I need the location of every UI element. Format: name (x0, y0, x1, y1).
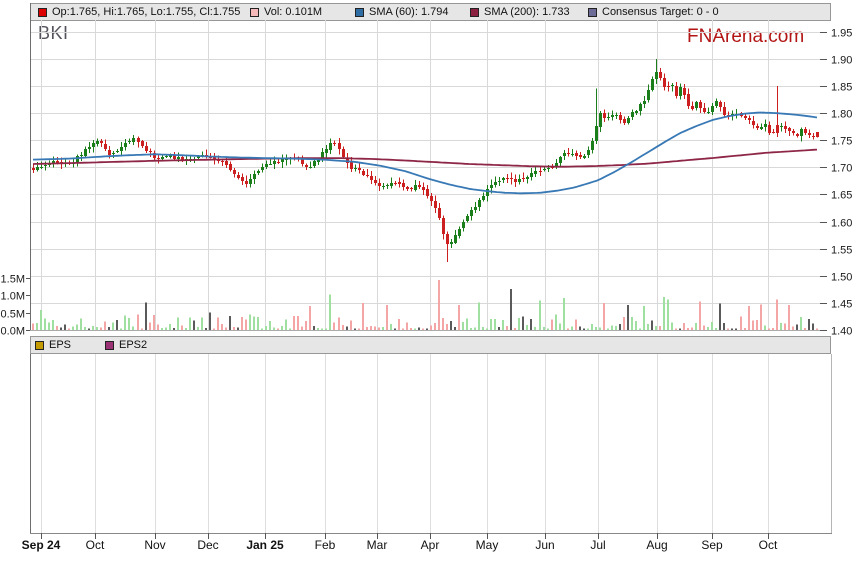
panel-borders (30, 3, 832, 534)
legend-item-consensus-target-swatch-icon (588, 7, 597, 17)
svg-text:Oct: Oct (86, 538, 105, 552)
legend-item-sma60-label: SMA (60): 1.794 (369, 6, 449, 18)
legend-item-eps-swatch-icon (35, 340, 44, 350)
svg-text:1.85: 1.85 (831, 82, 852, 94)
svg-text:May: May (476, 538, 499, 552)
svg-text:1.50: 1.50 (831, 272, 852, 284)
svg-text:Jun: Jun (535, 538, 554, 552)
svg-text:1.0M: 1.0M (1, 291, 25, 303)
svg-text:Oct: Oct (759, 538, 778, 552)
volume-bars (32, 279, 818, 330)
legend-item-eps-label: EPS (49, 339, 72, 351)
svg-text:0.5M: 0.5M (1, 309, 25, 321)
svg-text:1.75: 1.75 (831, 136, 852, 148)
legend-item-sma60-swatch-icon (355, 7, 364, 17)
svg-text:1.65: 1.65 (831, 190, 852, 202)
svg-text:1.5M: 1.5M (1, 274, 25, 286)
legend-item-consensus-target-label: Consensus Target: 0 - 0 (602, 6, 719, 18)
price-legend-bar: Op:1.765, Hi:1.765, Lo:1.755, Cl:1.755 Vo… (30, 3, 831, 21)
svg-text:Sep: Sep (701, 538, 723, 552)
legend-item-ohlc-label: Op:1.765, Hi:1.765, Lo:1.755, Cl:1.755 (52, 6, 241, 18)
sma200-line (32, 148, 818, 168)
svg-text:1.40: 1.40 (831, 326, 852, 338)
legend-item-ohlc-swatch-icon (38, 7, 47, 17)
svg-text:Aug: Aug (646, 538, 667, 552)
svg-text:1.80: 1.80 (831, 109, 852, 121)
price-axis: 1.95 1.90 1.85 1.80 1.75 1.70 1.65 1.60 1.55 1.50… (820, 28, 852, 338)
svg-text:0.0M: 0.0M (1, 326, 25, 338)
eps-legend-bar: EPS EPS2 (30, 336, 831, 354)
legend-item-eps2-label: EPS2 (119, 339, 148, 351)
svg-text:1.95: 1.95 (831, 28, 852, 40)
date-axis: Sep 24 Oct Nov Dec Jan 25 Feb Mar Apr May Jun Jul A… (22, 533, 778, 552)
legend-item-sma200-label: SMA (200): 1.733 (484, 6, 570, 18)
svg-text:Mar: Mar (367, 538, 388, 552)
svg-text:Feb: Feb (315, 538, 336, 552)
sma60-line (32, 111, 818, 195)
svg-text:Jan 25: Jan 25 (246, 538, 284, 552)
legend-item-eps2-swatch-icon (105, 340, 114, 350)
legend-item-sma200: SMA (200): 1.733 (470, 4, 570, 20)
volume-axis: 1.5M 1.0M 0.5M 0.0M (1, 274, 30, 338)
svg-text:Jul: Jul (590, 538, 605, 552)
svg-text:1.45: 1.45 (831, 299, 852, 311)
legend-item-volume-swatch-icon (250, 7, 259, 17)
legend-item-ohlc: Op:1.765, Hi:1.765, Lo:1.755, Cl:1.755 (38, 4, 240, 20)
svg-text:Dec: Dec (197, 538, 218, 552)
legend-item-volume-label: Vol: 0.101M (264, 6, 323, 18)
svg-text:1.90: 1.90 (831, 55, 852, 67)
legend-item-sma200-swatch-icon (470, 7, 479, 17)
legend-item-eps: EPS (35, 337, 71, 353)
svg-text:1.55: 1.55 (831, 245, 852, 257)
legend-item-volume: Vol: 0.101M (250, 4, 322, 20)
legend-item-eps2: EPS2 (105, 337, 147, 353)
svg-text:1.70: 1.70 (831, 163, 852, 175)
chart-gridlines (30, 20, 820, 533)
fnarena-logo[interactable]: FNArena.com (687, 26, 805, 47)
svg-text:Nov: Nov (144, 538, 165, 552)
legend-item-consensus-target: Consensus Target: 0 - 0 (588, 4, 719, 20)
legend-item-sma60: SMA (60): 1.794 (355, 4, 449, 20)
svg-text:1.60: 1.60 (831, 218, 852, 230)
svg-text:Apr: Apr (421, 538, 440, 552)
svg-text:Sep 24: Sep 24 (22, 538, 61, 552)
